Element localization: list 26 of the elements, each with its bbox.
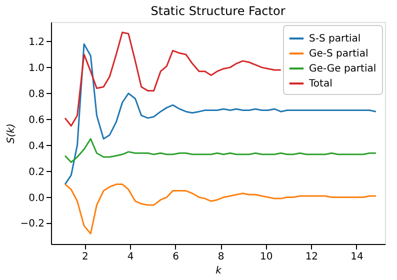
x-tick-label: 10 [260, 252, 273, 262]
legend-label: S-S partial [309, 34, 361, 44]
x-tick-label: 4 [127, 252, 134, 262]
x-tick-label: 8 [218, 252, 224, 262]
legend-label: Total [308, 78, 332, 90]
y-tick-label: −0.2 [20, 218, 44, 230]
y-tick-label: 0.6 [28, 114, 44, 126]
legend-label: Ge-S partial [309, 48, 368, 60]
y-tick-label: 1.0 [28, 62, 44, 74]
x-tick-label: 2 [82, 252, 88, 262]
y-axis-title: S(k) [6, 124, 18, 144]
line-series [64, 138, 377, 163]
x-tick-label: 14 [350, 252, 364, 262]
line-series [64, 184, 377, 234]
y-tick-label: 0.4 [28, 140, 44, 152]
legend-label: Ge-Ge partial [309, 64, 376, 74]
chart-title: Static Structure Factor [150, 4, 286, 18]
x-axis-title: k [216, 266, 223, 276]
x-tick-label: 12 [305, 252, 318, 262]
y-tick-label: 0.0 [28, 192, 44, 204]
y-tick-label: 0.8 [28, 88, 44, 100]
x-tick-label: 6 [172, 252, 180, 262]
line-series [64, 43, 377, 186]
line-series [64, 32, 282, 127]
y-tick-label: 1.2 [28, 36, 44, 48]
y-tick-label: 0.2 [28, 166, 44, 178]
